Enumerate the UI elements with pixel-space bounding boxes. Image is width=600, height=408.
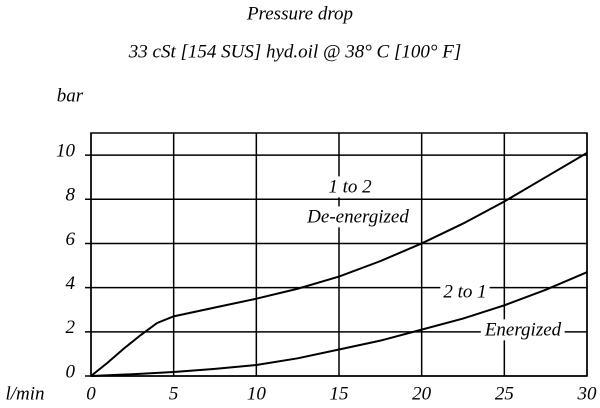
y-tick-label: 8: [66, 185, 76, 206]
y-axis-label: bar: [57, 85, 84, 106]
label-background: [480, 319, 565, 341]
y-tick-label: 10: [56, 140, 76, 161]
series-name: 1 to 2: [328, 176, 372, 197]
x-axis-label: l/min: [5, 383, 44, 404]
x-tick-label: 30: [577, 383, 598, 404]
x-tick-label: 5: [169, 383, 179, 404]
chart-subtitle: 33 cSt [154 SUS] hyd.oil @ 38° C [100° F…: [128, 41, 461, 62]
series-label: De-energized: [306, 206, 409, 227]
x-tick-label: 10: [247, 383, 267, 404]
line-series: [90, 152, 588, 377]
x-tick-label: 25: [495, 383, 514, 404]
y-tick-label: 0: [66, 361, 76, 382]
chart-title: Pressure drop: [246, 3, 353, 24]
label-background: [303, 206, 413, 228]
y-tick-label: 6: [66, 229, 76, 250]
x-tick-label: 0: [86, 383, 96, 404]
y-tick-label: 2: [66, 317, 76, 338]
y-tick-label: 4: [66, 273, 76, 294]
line-series: [90, 271, 588, 377]
label-background: [440, 281, 490, 303]
x-tick-label: 20: [412, 383, 432, 404]
series-name: 2 to 1: [443, 281, 486, 302]
x-tick-label: 15: [330, 383, 349, 404]
series-label: Energized: [484, 319, 562, 340]
label-background: [325, 176, 376, 198]
